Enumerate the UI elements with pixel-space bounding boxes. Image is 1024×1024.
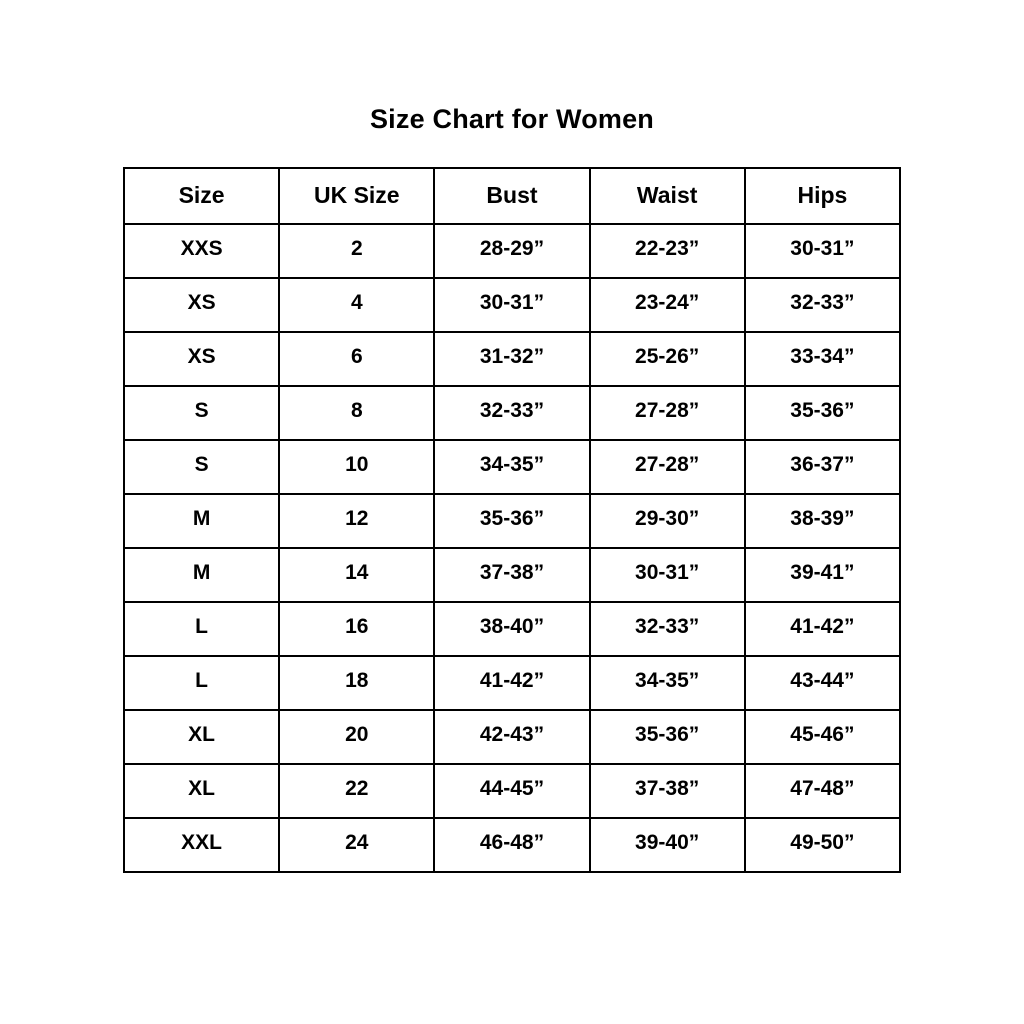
table-row: L 16 38-40” 32-33” 41-42” — [122, 600, 902, 657]
table-cell-hips: 35-36” — [743, 384, 902, 441]
table-cell-bust: 44-45” — [433, 762, 591, 819]
table-cell-size: XXL — [122, 816, 281, 873]
page-title: Size Chart for Women — [369, 104, 655, 134]
table-cell-hips: 30-31” — [743, 222, 902, 279]
table-cell-hips: 41-42” — [743, 600, 902, 657]
table-cell-bust: 38-40” — [433, 600, 591, 657]
table-cell-waist: 39-40” — [588, 816, 746, 873]
table-cell-waist: 32-33” — [588, 600, 746, 657]
table-cell-uk-size: 20 — [278, 708, 436, 765]
table-row: XXS 2 28-29” 22-23” 30-31” — [122, 222, 902, 279]
table-header-row: Size UK Size Bust Waist Hips — [122, 166, 902, 225]
column-header-waist: Waist — [588, 166, 746, 225]
table-row: L 18 41-42” 34-35” 43-44” — [122, 654, 902, 711]
table-cell-hips: 32-33” — [743, 276, 902, 333]
table-cell-uk-size: 2 — [278, 222, 436, 279]
column-header-uk-size: UK Size — [278, 166, 436, 225]
table-row: XXL 24 46-48” 39-40” 49-50” — [122, 816, 902, 873]
table-cell-waist: 27-28” — [588, 384, 746, 441]
table-cell-waist: 30-31” — [588, 546, 746, 603]
table-cell-size: M — [122, 546, 281, 603]
table-cell-uk-size: 8 — [278, 384, 436, 441]
table-cell-hips: 49-50” — [743, 816, 902, 873]
table-cell-uk-size: 18 — [278, 654, 436, 711]
table-row: XS 4 30-31” 23-24” 32-33” — [122, 276, 902, 333]
table-cell-waist: 35-36” — [588, 708, 746, 765]
table-cell-size: XL — [122, 708, 281, 765]
table-row: S 10 34-35” 27-28” 36-37” — [122, 438, 902, 495]
table-cell-waist: 23-24” — [588, 276, 746, 333]
table-cell-bust: 31-32” — [433, 330, 591, 387]
table-cell-size: XXS — [122, 222, 281, 279]
table-cell-uk-size: 14 — [278, 546, 436, 603]
table-cell-waist: 25-26” — [588, 330, 746, 387]
table-cell-uk-size: 22 — [278, 762, 436, 819]
table-cell-uk-size: 6 — [278, 330, 436, 387]
table-cell-hips: 45-46” — [743, 708, 902, 765]
table-cell-uk-size: 24 — [278, 816, 436, 873]
column-header-bust: Bust — [433, 166, 591, 225]
table-row: M 14 37-38” 30-31” 39-41” — [122, 546, 902, 603]
table-cell-hips: 47-48” — [743, 762, 902, 819]
table-cell-size: S — [122, 384, 281, 441]
table-cell-uk-size: 16 — [278, 600, 436, 657]
table-cell-bust: 35-36” — [433, 492, 591, 549]
table-cell-uk-size: 12 — [278, 492, 436, 549]
table-cell-size: S — [122, 438, 281, 495]
table-row: XL 22 44-45” 37-38” 47-48” — [122, 762, 902, 819]
table-cell-size: XS — [122, 276, 281, 333]
table-cell-hips: 39-41” — [743, 546, 902, 603]
table-cell-bust: 41-42” — [433, 654, 591, 711]
table-row: XS 6 31-32” 25-26” 33-34” — [122, 330, 902, 387]
table-cell-size: XL — [122, 762, 281, 819]
table-cell-waist: 22-23” — [588, 222, 746, 279]
column-header-size: Size — [122, 166, 281, 225]
table-body: XXS 2 28-29” 22-23” 30-31” XS 4 30-31” 23-24” 32-… — [122, 222, 902, 873]
table-cell-size: XS — [122, 330, 281, 387]
table-cell-hips: 38-39” — [743, 492, 902, 549]
table-head: Size UK Size Bust Waist Hips — [122, 166, 902, 225]
table-cell-bust: 28-29” — [433, 222, 591, 279]
table-cell-size: L — [122, 654, 281, 711]
table-row: XL 20 42-43” 35-36” 45-46” — [122, 708, 902, 765]
table-cell-bust: 37-38” — [433, 546, 591, 603]
table-cell-uk-size: 4 — [278, 276, 436, 333]
size-chart-table: Size UK Size Bust Waist Hips XXS 2 28-29” 22-23… — [122, 166, 902, 873]
table-cell-bust: 30-31” — [433, 276, 591, 333]
table-cell-uk-size: 10 — [278, 438, 436, 495]
table-cell-size: L — [122, 600, 281, 657]
table-cell-waist: 27-28” — [588, 438, 746, 495]
table-cell-waist: 34-35” — [588, 654, 746, 711]
table-cell-size: M — [122, 492, 281, 549]
table-cell-waist: 37-38” — [588, 762, 746, 819]
table-cell-hips: 36-37” — [743, 438, 902, 495]
table-row: S 8 32-33” 27-28” 35-36” — [122, 384, 902, 441]
table-cell-hips: 33-34” — [743, 330, 902, 387]
table-row: M 12 35-36” 29-30” 38-39” — [122, 492, 902, 549]
table-cell-bust: 34-35” — [433, 438, 591, 495]
table-cell-bust: 42-43” — [433, 708, 591, 765]
table-cell-waist: 29-30” — [588, 492, 746, 549]
column-header-hips: Hips — [743, 166, 902, 225]
table-cell-bust: 32-33” — [433, 384, 591, 441]
table-cell-hips: 43-44” — [743, 654, 902, 711]
table-cell-bust: 46-48” — [433, 816, 591, 873]
